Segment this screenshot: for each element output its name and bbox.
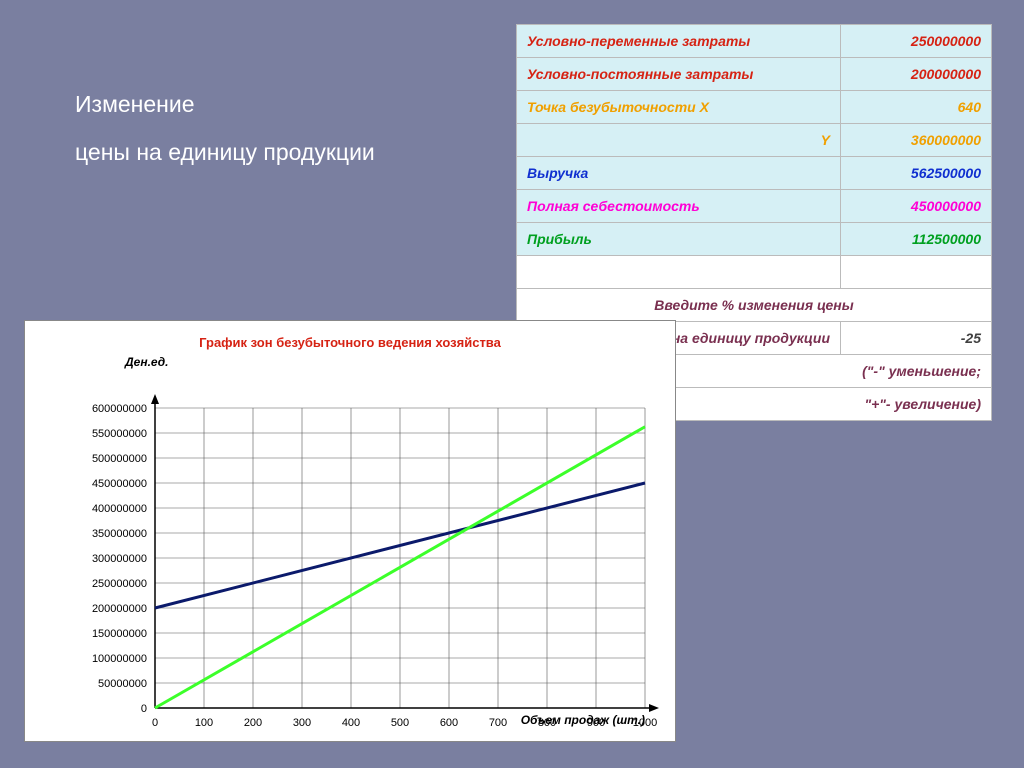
svg-text:50000000: 50000000 <box>98 678 147 690</box>
svg-text:200000000: 200000000 <box>92 603 147 615</box>
chart-y-label: Ден.ед. <box>125 355 169 369</box>
table-row-label: Введите % изменения цены <box>517 289 992 322</box>
chart-svg: 0 50000000 100000000 150000000 200000000 2500… <box>25 350 675 740</box>
table-row-value: 562500000 <box>841 157 992 190</box>
chart-x-label: Объем продаж (шт.) <box>521 713 645 727</box>
slide-heading: Изменение цены на единицу продукции <box>75 80 375 176</box>
svg-text:350000000: 350000000 <box>92 528 147 540</box>
table-row-value <box>841 256 992 289</box>
table-row-label: Условно-переменные затраты <box>517 25 841 58</box>
svg-text:400: 400 <box>342 717 360 729</box>
table-row-label: Полная себестоимость <box>517 190 841 223</box>
table-row-label <box>517 256 841 289</box>
svg-text:550000000: 550000000 <box>92 428 147 440</box>
svg-text:200: 200 <box>244 717 262 729</box>
svg-text:100: 100 <box>195 717 213 729</box>
chart-container: График зон безубыточного ведения хозяйст… <box>24 320 676 742</box>
table-row-value: 112500000 <box>841 223 992 256</box>
svg-text:0: 0 <box>152 717 158 729</box>
table-row-label: Прибыль <box>517 223 841 256</box>
svg-text:300000000: 300000000 <box>92 553 147 565</box>
heading-line-2: цены на единицу продукции <box>75 128 375 176</box>
svg-text:600: 600 <box>440 717 458 729</box>
svg-text:500000000: 500000000 <box>92 453 147 465</box>
svg-text:600000000: 600000000 <box>92 403 147 415</box>
table-row-value: 450000000 <box>841 190 992 223</box>
heading-line-1: Изменение <box>75 80 375 128</box>
table-row-value: -25 <box>841 322 992 355</box>
table-row-label: Точка безубыточности X <box>517 91 841 124</box>
table-row-value: 360000000 <box>841 124 992 157</box>
chart-title: График зон безубыточного ведения хозяйст… <box>25 335 675 350</box>
table-row-value: 250000000 <box>841 25 992 58</box>
svg-text:450000000: 450000000 <box>92 478 147 490</box>
svg-text:0: 0 <box>141 703 147 715</box>
svg-text:700: 700 <box>489 717 507 729</box>
svg-text:300: 300 <box>293 717 311 729</box>
svg-text:500: 500 <box>391 717 409 729</box>
svg-text:400000000: 400000000 <box>92 503 147 515</box>
table-row-value: 640 <box>841 91 992 124</box>
table-row-value: 200000000 <box>841 58 992 91</box>
svg-text:250000000: 250000000 <box>92 578 147 590</box>
table-row-label: Условно-постоянные затраты <box>517 58 841 91</box>
svg-text:150000000: 150000000 <box>92 628 147 640</box>
table-row-label: Y <box>517 124 841 157</box>
svg-text:100000000: 100000000 <box>92 653 147 665</box>
table-row-label: Выручка <box>517 157 841 190</box>
